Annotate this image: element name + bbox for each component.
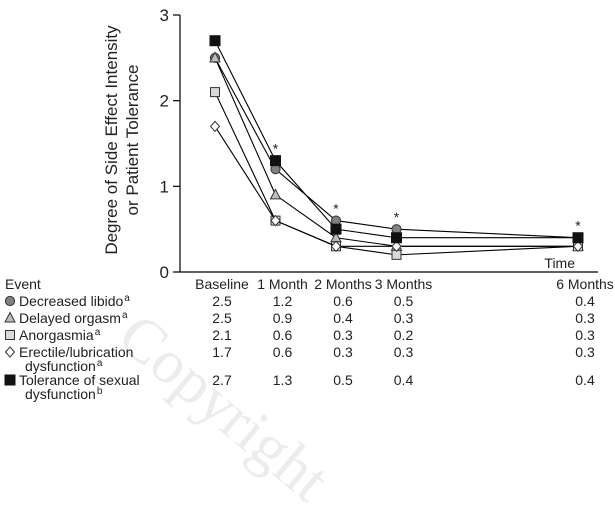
table-cell: 1.3 [273, 372, 293, 388]
table-cell: 0.3 [575, 344, 595, 360]
series-label: Tolerance of sexual [19, 372, 140, 388]
table-cell: 0.3 [394, 310, 414, 326]
event-column-header: Event [5, 276, 41, 292]
table-cell: 0.4 [575, 372, 595, 388]
table-cell: 0.3 [333, 327, 353, 343]
table-cell: 2.7 [212, 372, 232, 388]
series-point [209, 120, 221, 133]
series-point [572, 232, 584, 244]
series-superscript: b [97, 386, 103, 397]
series-point [269, 188, 282, 200]
table-cell: 0.6 [273, 327, 293, 343]
series-point [209, 51, 221, 63]
line-chart: 0 1 2 3 Degree of Side Effect Intensity or Pa… [4, 6, 614, 402]
legend-marker [4, 295, 16, 307]
series-label: Erectile/lubrication [19, 344, 133, 360]
series-point [572, 240, 584, 253]
table-cell: 1.2 [273, 293, 293, 309]
legend-marker [4, 374, 16, 386]
table-cell: 0.4 [575, 293, 595, 309]
legend-marker [5, 330, 15, 340]
y-axis-title-line: Degree of Side Effect Intensity [102, 25, 121, 255]
series-superscript: a [97, 358, 103, 369]
table-cell: 2.5 [212, 293, 232, 309]
series-point [210, 87, 220, 98]
chart-root: Copyright 0 1 2 3 Degree of Side Effect Inte… [4, 6, 614, 514]
y-tick-label: 3 [160, 6, 169, 25]
legend-marker [4, 311, 16, 323]
significance-asterisk: * [394, 209, 400, 225]
time-column-header: 6 Months [556, 276, 614, 292]
table-cell: 0.2 [394, 327, 414, 343]
significance-asterisk: * [273, 141, 279, 157]
table-cell: 0.6 [333, 293, 353, 309]
table-cell: 0.3 [575, 327, 595, 343]
table-cell: 0.9 [273, 310, 293, 326]
y-tick-label: 0 [160, 263, 169, 282]
x-axis-title: Time [544, 255, 575, 271]
table-cell: 1.7 [212, 344, 232, 360]
series-superscript: a [124, 293, 130, 304]
table-cell: 0.6 [273, 344, 293, 360]
series-point [391, 240, 402, 253]
series-label: dysfunction [25, 386, 96, 402]
series-point [270, 214, 281, 227]
time-column-header: 3 Months [375, 276, 433, 292]
y-tick-label: 2 [160, 92, 169, 111]
table-cell: 0.4 [333, 310, 353, 326]
series-point [391, 232, 402, 244]
series-point [270, 155, 281, 167]
series-point [209, 35, 221, 47]
series-point [330, 223, 342, 235]
series-label: Anorgasmia [19, 327, 94, 343]
table-cell: 2.1 [212, 327, 232, 343]
series-label: Decreased libido [19, 293, 123, 309]
series-superscript: a [122, 310, 128, 321]
legend-marker [4, 346, 16, 358]
table-cell: 0.4 [394, 372, 414, 388]
series-label: dysfunction [25, 358, 96, 374]
time-column-header: 1 Month [257, 276, 308, 292]
significance-asterisk: * [333, 201, 339, 217]
series-point [330, 240, 342, 253]
significance-asterisk: * [575, 218, 581, 234]
y-axis-title-line: or Patient Tolerance [123, 65, 142, 216]
table-cell: 0.3 [333, 344, 353, 360]
table-cell: 0.3 [394, 344, 414, 360]
time-column-header: 2 Months [314, 276, 372, 292]
y-tick-label: 1 [160, 177, 169, 196]
series-superscript: a [95, 327, 101, 338]
time-column-header: Baseline [195, 276, 249, 292]
table-cell: 0.5 [394, 293, 414, 309]
series-label: Delayed orgasm [19, 310, 121, 326]
table-cell: 0.3 [575, 310, 595, 326]
table-cell: 2.5 [212, 310, 232, 326]
table-cell: 0.5 [333, 372, 353, 388]
